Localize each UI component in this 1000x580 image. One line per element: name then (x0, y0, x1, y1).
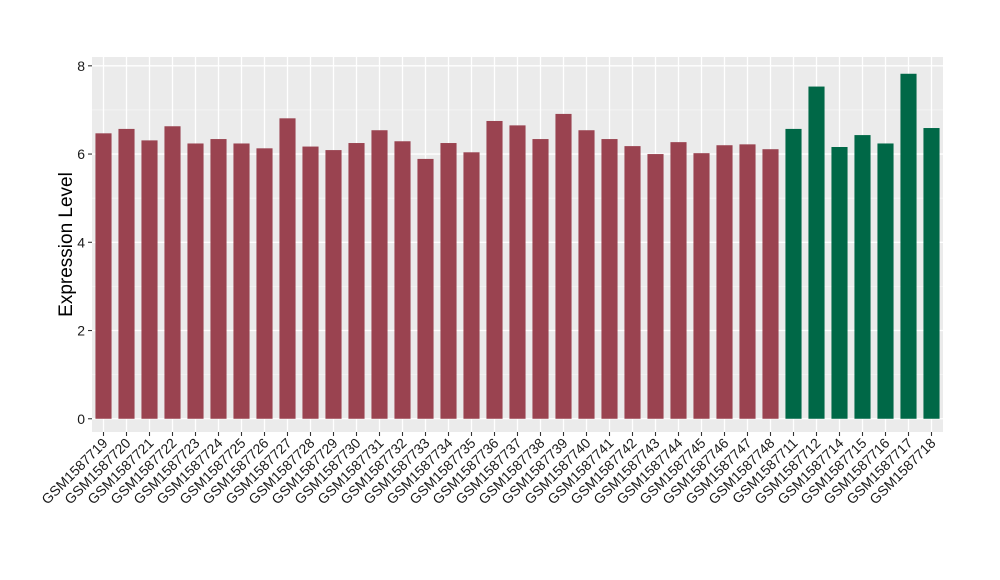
bar-GSM1587715 (854, 135, 871, 419)
bar-GSM1587746 (716, 145, 733, 419)
y-tick-label: 8 (77, 58, 85, 74)
bar-GSM1587726 (256, 148, 273, 419)
bar-GSM1587724 (210, 139, 227, 419)
bar-GSM1587735 (463, 152, 480, 419)
bar-GSM1587716 (877, 143, 894, 419)
bar-GSM1587714 (831, 147, 848, 419)
bars (95, 73, 940, 419)
bar-GSM1587723 (187, 143, 204, 419)
bar-GSM1587722 (164, 126, 181, 419)
bar-GSM1587743 (647, 154, 664, 419)
bar-GSM1587742 (624, 146, 641, 419)
bar-GSM1587738 (532, 139, 549, 419)
bar-GSM1587730 (348, 143, 365, 419)
y-tick-label: 6 (77, 146, 85, 162)
bar-GSM1587717 (900, 73, 917, 419)
bar-GSM1587731 (371, 130, 388, 419)
bar-GSM1587737 (509, 125, 526, 419)
bar-GSM1587718 (923, 128, 940, 419)
bar-GSM1587747 (739, 144, 756, 419)
bar-GSM1587725 (233, 143, 250, 419)
bar-GSM1587719 (95, 133, 112, 419)
bar-GSM1587711 (785, 128, 802, 419)
bar-GSM1587741 (601, 139, 618, 419)
bar-GSM1587748 (762, 149, 779, 419)
bar-GSM1587745 (693, 153, 710, 419)
bar-GSM1587733 (417, 158, 434, 419)
bar-GSM1587740 (578, 130, 595, 419)
bar-GSM1587720 (118, 128, 135, 419)
bar-GSM1587739 (555, 113, 572, 419)
y-axis: 0 2 4 6 8 (77, 58, 92, 427)
bar-GSM1587727 (279, 118, 296, 419)
bar-GSM1587744 (670, 142, 687, 419)
bar-GSM1587732 (394, 141, 411, 419)
bar-GSM1587736 (486, 120, 503, 419)
y-axis-label: Expression Level (56, 172, 77, 317)
y-tick-label: 2 (77, 323, 85, 339)
bar-GSM1587729 (325, 150, 342, 419)
bar-GSM1587721 (141, 140, 158, 419)
bar-GSM1587734 (440, 143, 457, 419)
bar-GSM1587728 (302, 146, 319, 419)
y-tick-label: 0 (77, 411, 85, 427)
y-tick-label: 4 (77, 234, 85, 250)
bar-GSM1587712 (808, 86, 825, 419)
x-axis: GSM1587719GSM1587720GSM1587721GSM1587722… (38, 432, 939, 507)
